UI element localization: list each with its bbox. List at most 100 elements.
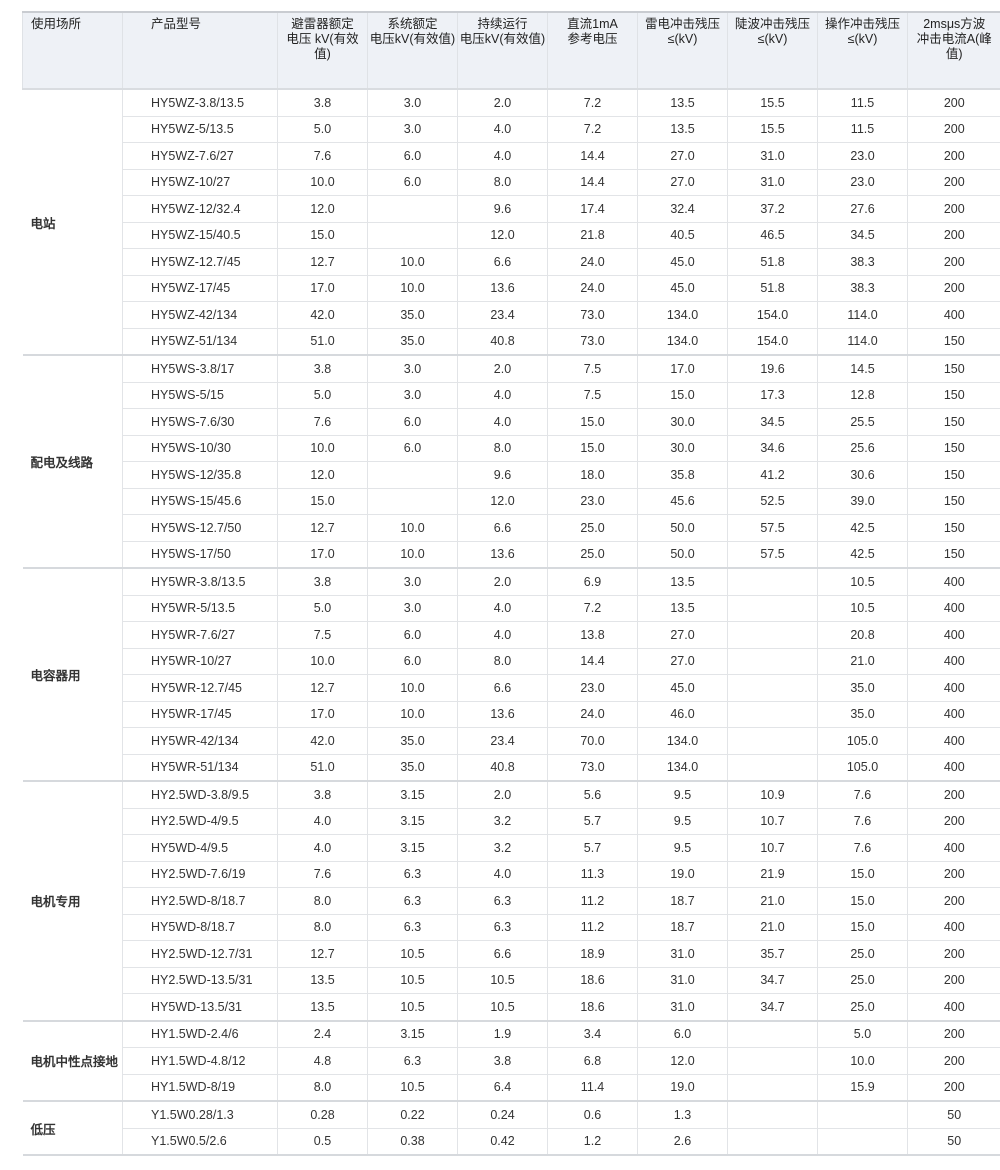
value-cell: 14.4: [547, 169, 638, 196]
value-cell: 4.0: [457, 861, 548, 888]
column-header-line: 参考电压: [567, 32, 618, 46]
column-header-line: 避雷器额定: [291, 17, 354, 31]
value-cell: 73.0: [547, 328, 638, 356]
usage-group-label: 电机中性点接地: [22, 1020, 123, 1102]
value-cell: 35.8: [637, 461, 728, 489]
value-cell: 3.4: [547, 1020, 638, 1048]
value-cell: 6.6: [457, 514, 548, 542]
column-header-line: ≤(kV): [847, 32, 878, 46]
value-cell: 18.7: [637, 914, 728, 941]
value-cell: 25.0: [547, 541, 638, 569]
value-cell: 8.0: [457, 648, 548, 675]
value-cell: 12.7: [277, 514, 368, 542]
value-cell: 114.0: [817, 328, 908, 356]
column-header-line: 雷电冲击残压: [644, 17, 720, 31]
value-cell: 200: [907, 781, 1000, 809]
model-cell: HY2.5WD-4/9.5: [122, 808, 278, 835]
value-cell: 34.6: [727, 435, 818, 462]
value-cell: 6.8: [547, 1047, 638, 1075]
value-cell: 17.4: [547, 195, 638, 223]
value-cell: 3.0: [367, 355, 458, 383]
table-row: HY5WR-51/134 51.0 35.0 40.8 73.0 134.0 105.0 40…: [23, 754, 1000, 782]
value-cell: 4.0: [277, 834, 368, 862]
value-cell: 18.0: [547, 461, 638, 489]
value-cell: 23.0: [547, 488, 638, 515]
value-cell: 10.7: [727, 808, 818, 835]
usage-group-label: 低压: [22, 1101, 123, 1156]
value-cell: [367, 222, 458, 249]
value-cell: 200: [907, 275, 1000, 302]
column-header: 2msμs方波 冲击电流A(峰值): [907, 11, 1000, 90]
value-cell: 3.8: [457, 1047, 548, 1075]
value-cell: 9.5: [637, 834, 728, 862]
value-cell: 40.8: [457, 754, 548, 782]
value-cell: 150: [907, 435, 1000, 462]
column-header-line: 持续运行: [477, 17, 528, 31]
value-cell: 13.5: [637, 595, 728, 622]
table-row: HY5WR-12.7/45 12.7 10.0 6.6 23.0 45.0 35.0 400: [23, 674, 1000, 702]
value-cell: 3.8: [277, 89, 368, 117]
value-cell: 134.0: [637, 754, 728, 782]
value-cell: 5.7: [547, 808, 638, 835]
value-cell: 11.5: [817, 116, 908, 143]
column-header: 持续运行 电压kV(有效值): [457, 11, 548, 90]
table-row: HY2.5WD-4/9.5 4.0 3.15 3.2 5.7 9.5 10.7 7.6 200: [23, 808, 1000, 835]
table-row: 配电及线路 HY5WS-3.8/17 3.8 3.0 2.0 7.5 17.0 19.6 14.…: [22, 355, 1000, 569]
value-cell: 31.0: [637, 940, 728, 968]
value-cell: 6.4: [457, 1074, 548, 1102]
value-cell: 57.5: [727, 514, 818, 542]
value-cell: 6.3: [367, 914, 458, 941]
column-header: 雷电冲击残压 ≤(kV): [637, 11, 728, 90]
value-cell: 7.2: [547, 116, 638, 143]
value-cell: 0.24: [457, 1101, 548, 1129]
value-cell: 17.0: [277, 701, 368, 728]
value-cell: 134.0: [637, 301, 728, 329]
column-header: 操作冲击残压 ≤(kV): [817, 11, 908, 90]
value-cell: 15.0: [817, 887, 908, 915]
value-cell: 200: [907, 169, 1000, 196]
value-cell: [817, 1101, 908, 1129]
column-header: 直流1mA 参考电压: [547, 11, 638, 90]
value-cell: 12.0: [457, 222, 548, 249]
value-cell: 21.0: [817, 648, 908, 675]
value-cell: 1.2: [547, 1128, 638, 1156]
value-cell: 50: [907, 1101, 1000, 1129]
value-cell: 31.0: [637, 967, 728, 994]
value-cell: 35.7: [727, 940, 818, 968]
value-cell: 1.9: [457, 1020, 548, 1048]
value-cell: 3.15: [367, 1020, 458, 1048]
value-cell: [727, 674, 818, 702]
value-cell: 25.0: [817, 993, 908, 1022]
value-cell: 0.28: [277, 1101, 368, 1129]
value-cell: 8.0: [277, 887, 368, 915]
column-header: 避雷器额定 电压 kV(有效值): [277, 11, 368, 90]
value-cell: 7.6: [277, 861, 368, 888]
value-cell: 0.6: [547, 1101, 638, 1129]
value-cell: 41.2: [727, 461, 818, 489]
column-header-line: 操作冲击残压: [824, 17, 900, 31]
value-cell: 13.6: [457, 701, 548, 728]
value-cell: 17.3: [727, 382, 818, 409]
value-cell: 35.0: [367, 328, 458, 356]
value-cell: 30.0: [637, 435, 728, 462]
value-cell: 10.0: [367, 541, 458, 569]
table-row: HY5WS-17/50 17.0 10.0 13.6 25.0 50.0 57.5 42.5 1…: [23, 541, 1000, 569]
value-cell: 31.0: [637, 993, 728, 1022]
value-cell: 15.0: [637, 382, 728, 409]
column-header-line: 2msμs方波: [923, 17, 986, 31]
value-cell: 6.0: [637, 1020, 728, 1048]
model-cell: HY5WD-13.5/31: [122, 993, 278, 1022]
value-cell: 4.0: [457, 621, 548, 649]
value-cell: 9.5: [637, 781, 728, 809]
value-cell: 8.0: [277, 914, 368, 941]
value-cell: 3.8: [277, 568, 368, 596]
value-cell: 11.2: [547, 887, 638, 915]
value-cell: 400: [907, 701, 1000, 728]
value-cell: 400: [907, 914, 1000, 941]
value-cell: 4.0: [457, 382, 548, 409]
value-cell: 18.6: [547, 967, 638, 994]
value-cell: 9.6: [457, 195, 548, 223]
value-cell: 6.0: [367, 648, 458, 675]
table-row: HY2.5WD-8/18.7 8.0 6.3 6.3 11.2 18.7 21.0 15.0 2…: [23, 887, 1000, 915]
table-row: HY5WR-17/45 17.0 10.0 13.6 24.0 46.0 35.0 400: [23, 701, 1000, 728]
